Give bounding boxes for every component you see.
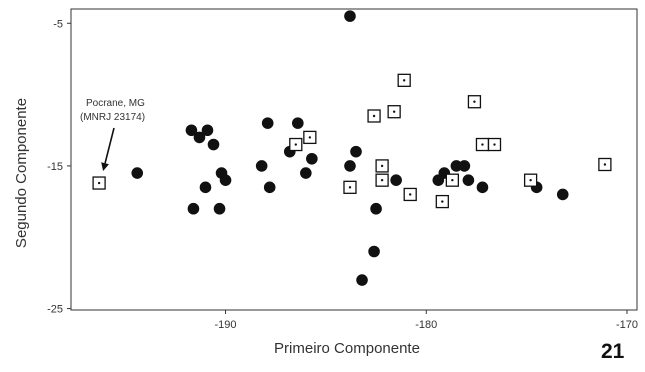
x-tick-label: -170 <box>616 319 638 331</box>
point-filled-circle <box>219 174 232 186</box>
point-filled-circle <box>187 202 200 215</box>
point-dotted-square-dot <box>380 164 384 168</box>
point-filled-circle <box>300 167 312 179</box>
point-filled-circle <box>390 174 402 186</box>
point-filled-circle <box>199 181 212 194</box>
point-dotted-square-dot <box>308 136 312 139</box>
x-tick-label: -190 <box>215 319 237 331</box>
y-tick-label: -25 <box>47 304 63 316</box>
point-filled-circle <box>556 188 569 201</box>
annotation-pocrane: Pocrane, MG (MNRJ 23174) <box>80 98 145 172</box>
point-filled-circle <box>306 152 318 165</box>
point-filled-circle <box>131 167 144 179</box>
y-tick-label: -15 <box>47 161 63 173</box>
annotation-arrow <box>104 127 115 164</box>
point-filled-circle <box>476 181 489 194</box>
point-filled-circle <box>344 10 356 22</box>
point-dotted-square-dot <box>529 178 532 182</box>
point-dotted-square-dot <box>408 193 412 196</box>
point-dotted-square-dot <box>392 110 396 113</box>
point-dotted-square-dot <box>402 79 406 82</box>
data-points <box>92 10 612 286</box>
point-filled-circle <box>185 124 198 137</box>
x-axis-title: Primeiro Componente <box>274 340 420 357</box>
point-dotted-square-dot <box>603 163 607 166</box>
point-filled-circle <box>261 117 274 129</box>
point-filled-circle <box>213 202 226 215</box>
point-dotted-square-dot <box>473 100 476 103</box>
point-filled-circle <box>201 124 214 137</box>
x-tick-label: -180 <box>415 319 437 331</box>
point-filled-circle <box>458 160 471 172</box>
point-dotted-square-dot <box>441 200 444 203</box>
annotation-arrow-head <box>101 162 109 172</box>
point-filled-circle <box>370 202 382 215</box>
point-dotted-square-dot <box>372 114 376 118</box>
point-dotted-square-dot <box>294 143 297 146</box>
axis-tick-labels: -190 -180 -170 -5 -15 -25 <box>47 18 638 331</box>
y-axis-title: Segundo Componente <box>13 98 30 248</box>
point-filled-circle <box>350 145 362 158</box>
point-filled-circle <box>193 131 206 144</box>
point-filled-circle <box>356 274 368 286</box>
point-filled-circle <box>344 160 356 172</box>
point-filled-circle <box>292 117 304 129</box>
point-dotted-square-dot <box>451 178 454 182</box>
point-dotted-square-dot <box>493 143 496 146</box>
page-number: 21 <box>601 340 625 363</box>
point-filled-circle <box>207 138 220 151</box>
point-filled-circle <box>255 160 268 172</box>
point-dotted-square-dot <box>481 143 484 146</box>
point-filled-circle <box>263 181 276 194</box>
plot-area-frame <box>70 8 638 311</box>
point-dotted-square-dot <box>348 186 352 189</box>
point-dotted-square-dot <box>97 181 101 185</box>
axis-ticks <box>67 22 628 314</box>
point-filled-circle <box>462 174 475 186</box>
point-dotted-square-dot <box>380 178 384 182</box>
annotation-line-1: Pocrane, MG <box>86 98 145 109</box>
annotation-line-2: (MNRJ 23174) <box>80 112 145 123</box>
y-tick-label: -5 <box>53 18 63 30</box>
point-filled-circle <box>368 245 380 258</box>
point-filled-circle <box>450 160 463 172</box>
